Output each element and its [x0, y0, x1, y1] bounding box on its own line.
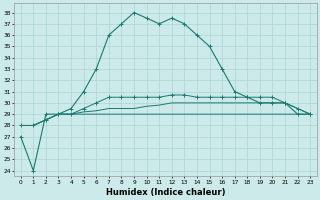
X-axis label: Humidex (Indice chaleur): Humidex (Indice chaleur): [106, 188, 225, 197]
